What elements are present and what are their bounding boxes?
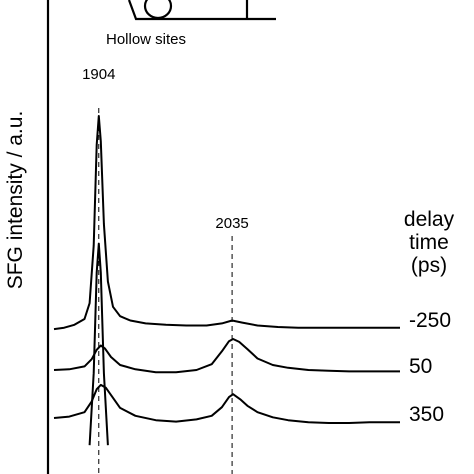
y-axis-label-text: SFG intensity / a.u. — [4, 110, 27, 290]
traces-group — [53, 115, 400, 446]
hollow-site-sketch — [127, 0, 276, 21]
trace-minus-250 — [53, 115, 400, 331]
peak-label-2035: 2035 — [215, 215, 249, 232]
trace-label-350: 350 — [409, 403, 445, 426]
hollow-sketch-baseline — [127, 0, 276, 21]
trace-350 — [53, 383, 400, 424]
peak-label-1904: 1904 — [82, 66, 116, 83]
legend-title-line-3: (ps) — [410, 254, 448, 277]
trace-label-minus-250: -250 — [409, 309, 452, 332]
inset-label: Hollow sites — [106, 31, 187, 48]
hollow-sketch-atom — [143, 0, 173, 20]
legend-title: delay time (ps) — [384, 208, 474, 277]
trace-label-50: 50 — [409, 355, 433, 378]
legend-title-line-1: delay — [403, 208, 455, 231]
trace-bottom — [88, 242, 109, 446]
trace-50 — [53, 338, 400, 374]
legend-title-line-2: time — [409, 231, 449, 254]
